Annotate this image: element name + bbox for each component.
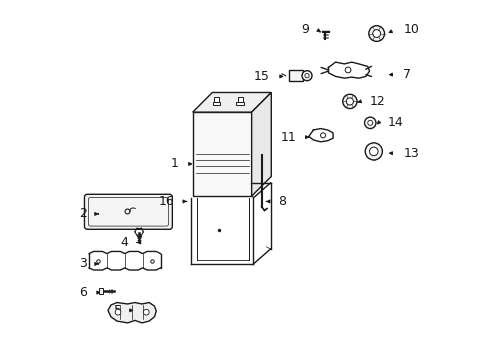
Bar xyxy=(236,102,244,105)
Circle shape xyxy=(302,71,311,81)
Text: 6: 6 xyxy=(79,286,86,299)
Circle shape xyxy=(364,117,375,129)
Text: 7: 7 xyxy=(403,68,410,81)
Text: 3: 3 xyxy=(79,257,86,270)
Bar xyxy=(237,98,242,102)
Polygon shape xyxy=(192,93,271,112)
Circle shape xyxy=(365,143,382,160)
Text: 15: 15 xyxy=(253,70,269,83)
Polygon shape xyxy=(108,302,156,323)
Text: 4: 4 xyxy=(120,236,128,249)
Text: 5: 5 xyxy=(114,304,122,317)
Circle shape xyxy=(369,147,377,156)
Circle shape xyxy=(346,98,353,105)
Bar xyxy=(99,288,103,294)
Text: 11: 11 xyxy=(280,131,296,144)
Bar xyxy=(288,70,302,81)
Circle shape xyxy=(143,309,149,315)
Text: 16: 16 xyxy=(159,195,175,208)
Circle shape xyxy=(342,94,356,109)
Text: 10: 10 xyxy=(403,23,419,36)
FancyBboxPatch shape xyxy=(84,194,172,229)
Circle shape xyxy=(368,26,384,41)
Circle shape xyxy=(115,309,121,315)
Bar xyxy=(214,98,219,102)
Text: 13: 13 xyxy=(403,147,418,160)
Circle shape xyxy=(367,120,372,125)
Text: 1: 1 xyxy=(170,157,178,170)
Polygon shape xyxy=(251,93,271,196)
Text: 2: 2 xyxy=(79,207,86,220)
Text: 8: 8 xyxy=(278,195,286,208)
Text: 9: 9 xyxy=(300,23,308,36)
Bar xyxy=(192,112,251,196)
Text: 12: 12 xyxy=(369,95,385,108)
Circle shape xyxy=(372,30,380,37)
Bar xyxy=(212,102,220,105)
Text: 14: 14 xyxy=(386,116,402,129)
